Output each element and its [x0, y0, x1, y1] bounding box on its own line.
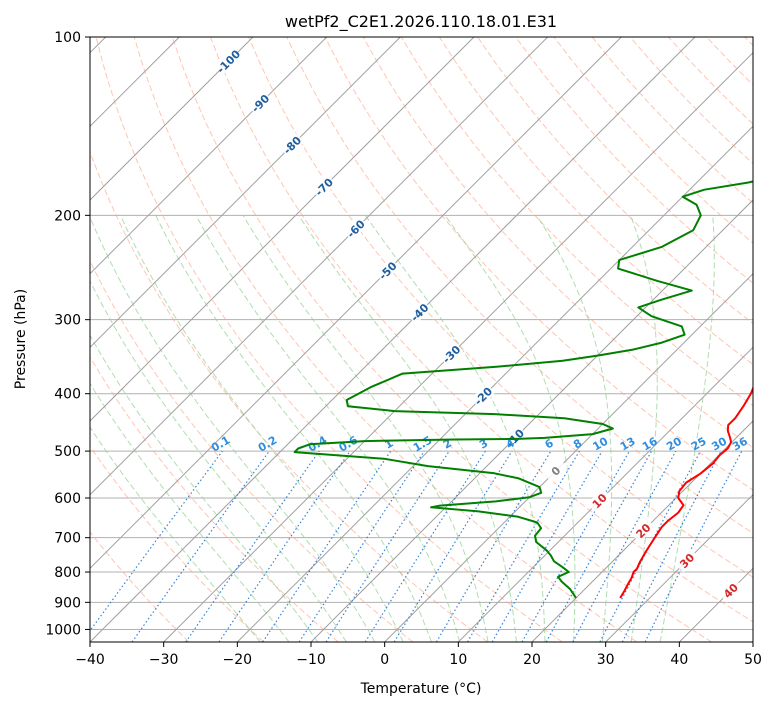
- isotherm-line: [310, 199, 753, 642]
- y-tick-label: 500: [54, 444, 81, 460]
- isotherm-label-bg: [543, 458, 568, 483]
- dry-adiabat: [90, 445, 264, 642]
- isotherm-line: [384, 272, 753, 642]
- isotherm-label-bg: [279, 132, 305, 158]
- isotherm-line: [90, 37, 549, 496]
- isotherm-line: [163, 51, 753, 642]
- background-lines: [90, 37, 753, 642]
- dry-adiabat: [210, 37, 753, 623]
- isotherm-label-bg: [343, 216, 368, 241]
- x-tick-label: 10: [449, 652, 467, 668]
- plot-frame: [89, 36, 754, 643]
- isotherm-label-bg: [674, 547, 699, 573]
- y-tick-label: 100: [54, 30, 81, 46]
- isotherm-line: [531, 420, 753, 642]
- isotherm-line: [236, 125, 753, 642]
- y-tick-label: 600: [54, 491, 81, 507]
- moist-adiabat: [536, 215, 613, 642]
- isotherm-label-bg: [438, 341, 464, 367]
- isotherm-line: [90, 37, 328, 275]
- dry-adiabat: [515, 37, 753, 284]
- moist-adiabat: [444, 215, 576, 642]
- isotherm-line: [90, 37, 475, 422]
- x-tick-label: −40: [75, 652, 105, 668]
- sounding-series: [293, 180, 753, 599]
- moist-adiabat: [90, 215, 376, 642]
- dry-adiabat: [400, 37, 753, 407]
- moist-adiabat: [630, 215, 658, 642]
- dry-adiabat: [90, 531, 190, 642]
- isotherm-label-bg: [717, 577, 743, 603]
- moist-adiabat: [120, 215, 404, 642]
- x-tick-label: 0: [380, 652, 389, 668]
- mixing-ratio-line: [185, 450, 320, 642]
- y-axis: 100 200 300 400 500 600 700 800 900 1000: [45, 30, 90, 638]
- mixing-ratio-line: [545, 450, 653, 642]
- isotherm-line: [90, 37, 696, 642]
- isotherm-line: [90, 37, 622, 570]
- y-axis-title: Pressure (hPa): [13, 289, 29, 389]
- isotherm-label-bg: [215, 48, 241, 74]
- mixing-ratio-line: [131, 450, 270, 642]
- mixing-ratio-line: [262, 450, 392, 642]
- isotherm-label-bg: [630, 518, 656, 543]
- isotherm-label-bg: [247, 90, 273, 116]
- dewpoint-line: [293, 180, 753, 599]
- isotherm-label-bg: [586, 488, 612, 513]
- x-axis: −40 −30 −20 −10 0 10 20 30 40 50: [75, 642, 762, 668]
- chart-title: wetPf2_C2E1.2026.110.18.01.E31: [285, 12, 557, 32]
- dry-adiabat: [248, 37, 753, 578]
- isotherm-label-bg: [311, 174, 337, 200]
- moist-adiabat: [195, 215, 461, 642]
- x-tick-label: 40: [670, 652, 688, 668]
- x-tick-label: 30: [597, 652, 615, 668]
- x-axis-title: Temperature (°C): [360, 681, 482, 697]
- y-tick-label: 1000: [45, 622, 81, 638]
- y-tick-label: 700: [54, 531, 81, 547]
- mixing-ratio-line: [298, 450, 425, 642]
- mixing-ratio-line: [218, 450, 351, 642]
- moist-adiabat: [90, 279, 347, 642]
- moist-adiabat: [298, 215, 517, 642]
- isotherm-line: [605, 493, 753, 642]
- y-tick-label: 400: [54, 387, 81, 403]
- x-tick-label: −30: [149, 652, 179, 668]
- dry-adiabat: [95, 37, 563, 642]
- isotherm-label-bg: [502, 425, 528, 450]
- isotherm-label-bg: [374, 257, 400, 283]
- moist-adiabat: [364, 215, 546, 642]
- moist-adiabat: [90, 334, 319, 642]
- isotherm-line: [457, 346, 753, 642]
- isotherm-label-bg: [470, 383, 496, 409]
- y-tick-label: 800: [54, 565, 81, 581]
- mixing-ratio-line: [644, 450, 743, 642]
- x-tick-label: −20: [223, 652, 253, 668]
- mixing-ratio-line: [572, 450, 677, 642]
- x-tick-label: −10: [296, 652, 326, 668]
- mixing-ratio-line: [90, 450, 223, 632]
- moist-adiabat: [90, 426, 261, 642]
- isotherm-label-bg: [406, 299, 432, 325]
- y-tick-label: 300: [54, 313, 81, 329]
- y-tick-label: 900: [54, 595, 81, 611]
- moist-adiabat: [155, 215, 432, 642]
- mixing-ratio-line: [325, 450, 450, 642]
- isotherm-line: [90, 37, 254, 201]
- dry-adiabat: [90, 150, 488, 642]
- moist-adiabat: [659, 215, 715, 642]
- x-tick-label: 50: [744, 652, 762, 668]
- dry-adiabat: [438, 37, 753, 366]
- x-tick-label: 20: [523, 652, 541, 668]
- temperature-line: [619, 385, 753, 599]
- mixing-ratio-line: [393, 450, 513, 642]
- y-tick-label: 200: [54, 208, 81, 224]
- dry-adiabat: [90, 356, 339, 642]
